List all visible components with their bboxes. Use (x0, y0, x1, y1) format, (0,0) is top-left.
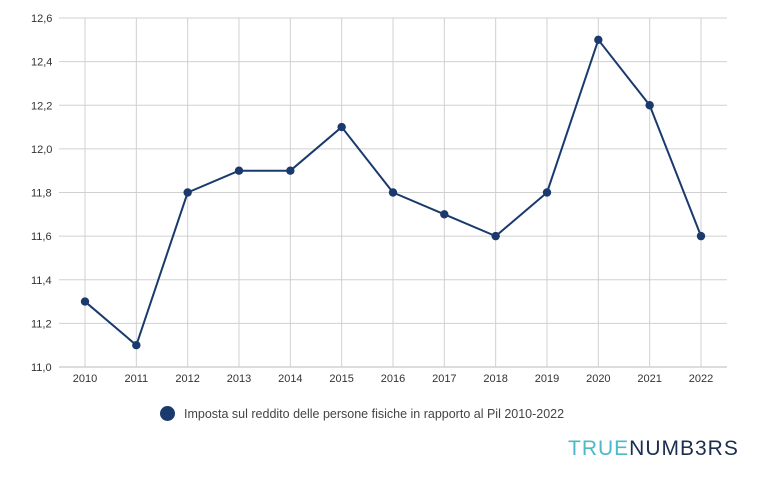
y-tick-label: 11,2 (31, 318, 52, 330)
y-tick-label: 12,2 (31, 100, 52, 112)
data-point (388, 188, 398, 197)
data-point (286, 166, 295, 175)
data-point (696, 231, 706, 241)
y-tick-label: 11,0 (31, 362, 52, 374)
y-tick-label: 11,4 (31, 275, 52, 287)
x-tick-label: 2019 (535, 373, 559, 385)
data-point (80, 297, 90, 306)
y-tick-label: 12,6 (31, 13, 52, 25)
brand-logo-part-1: TRUE (568, 437, 630, 460)
x-tick-label: 2020 (586, 373, 610, 385)
x-tick-label: 2022 (689, 373, 713, 385)
data-point (132, 340, 141, 350)
x-tick-label: 2011 (125, 373, 149, 385)
x-tick-label: 2016 (381, 373, 405, 385)
y-tick-label: 11,8 (31, 188, 52, 200)
x-tick-label: 2021 (637, 373, 661, 385)
x-tick-label: 2014 (278, 373, 302, 385)
x-axis-ticks: 2010 2011 2012 2013 2014 2015 2016 2017 2018 2019… (73, 373, 713, 385)
legend: Imposta sul reddito delle persone fisich… (160, 406, 564, 421)
brand-logo-part-2: NUMB3RS (629, 437, 739, 460)
data-point (234, 166, 244, 175)
y-tick-label: 11,6 (31, 231, 52, 243)
x-tick-label: 2017 (432, 373, 456, 385)
line-chart: 11,0 11,2 11,4 11,6 11,8 12,0 12,2 12,4 12,6 201… (31, 13, 727, 385)
x-tick-label: 2018 (483, 373, 507, 385)
x-tick-label: 2015 (329, 373, 353, 385)
x-tick-label: 2010 (73, 373, 97, 385)
data-point (337, 122, 346, 132)
data-point (491, 231, 500, 241)
x-tick-label: 2013 (227, 373, 251, 385)
grid (59, 17, 727, 368)
data-point (542, 188, 552, 197)
y-tick-label: 12,4 (31, 57, 52, 69)
data-point (440, 210, 449, 219)
series (80, 35, 706, 350)
data-point (594, 35, 603, 45)
legend-label: Imposta sul reddito delle persone fisich… (184, 406, 565, 421)
data-point (645, 101, 654, 110)
brand-logo: TRUENUMB3RS (568, 437, 739, 461)
legend-marker (160, 406, 175, 421)
x-tick-label: 2012 (175, 373, 199, 385)
y-tick-label: 12,0 (31, 144, 52, 156)
data-point (183, 188, 192, 197)
y-axis-ticks: 11,0 11,2 11,4 11,6 11,8 12,0 12,2 12,4 12,6 (31, 13, 52, 374)
